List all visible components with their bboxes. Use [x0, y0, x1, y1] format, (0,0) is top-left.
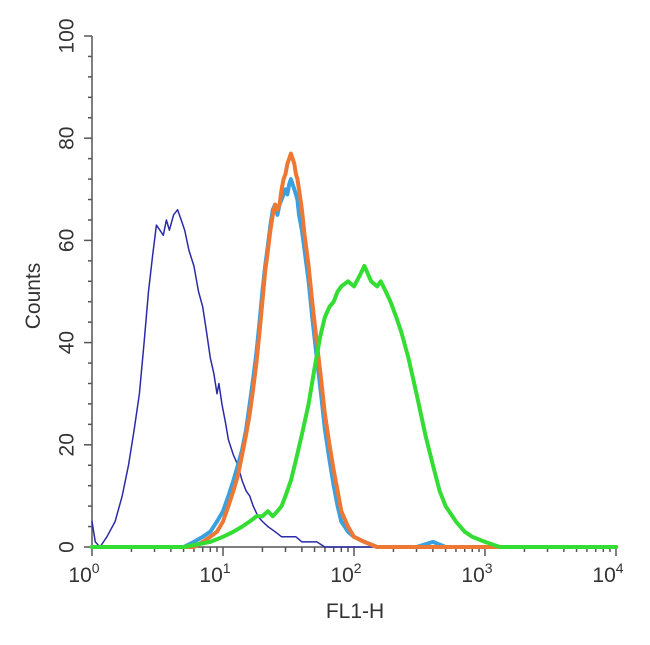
y-tick-label: 80 — [56, 127, 79, 150]
y-tick-label: 40 — [56, 331, 79, 354]
x-axis-title: FL1-H — [326, 600, 384, 623]
histogram-series-3 — [90, 151, 618, 549]
y-axis-title: Counts — [22, 263, 45, 330]
y-tick-label: 20 — [56, 433, 79, 456]
x-tick-label: 102 — [330, 560, 361, 587]
histogram-series-2 — [90, 177, 618, 549]
x-tick-label: 101 — [199, 560, 230, 587]
y-tick-label: 60 — [56, 229, 79, 252]
histogram-series-4 — [90, 263, 618, 549]
y-tick-label: 0 — [56, 541, 79, 553]
x-tick-label: 104 — [592, 560, 623, 587]
y-tick-label: 100 — [56, 18, 79, 53]
x-tick-label: 103 — [461, 560, 492, 587]
x-tick-label: 100 — [68, 560, 99, 587]
series-layer — [90, 151, 618, 549]
histogram-series-1 — [91, 208, 617, 548]
